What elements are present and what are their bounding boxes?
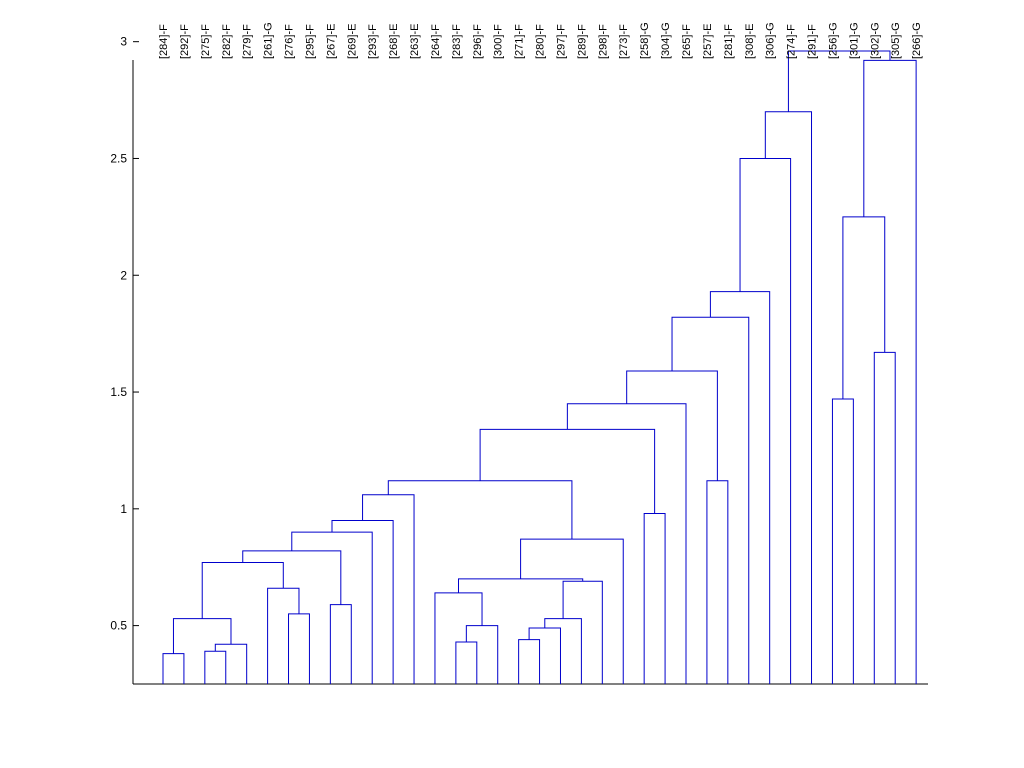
leaf-label: [302]-G — [869, 22, 881, 59]
leaf-label: [301]-G — [848, 22, 860, 59]
axes — [132, 60, 928, 685]
dendrogram-link — [764, 111, 813, 684]
y-tick-label: 2 — [120, 268, 127, 282]
leaf-label: [284]-F — [158, 24, 170, 59]
leaf-label: [275]-F — [200, 24, 212, 59]
y-tick-label: 1 — [120, 502, 127, 516]
y-tick-label: 3 — [120, 35, 127, 49]
leaf-label: [305]-G — [890, 22, 902, 59]
leaf-label: [256]-G — [827, 22, 839, 59]
leaf-label: [269]-E — [346, 24, 358, 59]
dendrogram-link — [562, 580, 603, 684]
dendrogram-link — [291, 531, 373, 684]
leaf-label: [261]-G — [263, 22, 275, 59]
leaf-label: [282]-F — [221, 24, 233, 59]
leaf-label: [283]-F — [451, 24, 463, 59]
leaf-label: [276]-F — [284, 24, 296, 59]
dendrogram-link — [787, 50, 891, 112]
leaf-label: [289]-F — [576, 24, 588, 59]
dendrogram-link — [434, 592, 483, 684]
leaf-label: [268]-E — [388, 24, 400, 59]
leaf-label: [304]-G — [660, 22, 672, 59]
leaf-label: [281]-F — [723, 24, 735, 59]
dendrogram-link — [162, 653, 185, 684]
y-axis-ticks: 0.5 1 1.5 2 2.5 3 — [110, 35, 139, 633]
dendrogram-link — [671, 316, 750, 684]
leaf-label: [266]-G — [911, 22, 923, 59]
leaf-label: [293]-F — [367, 24, 379, 59]
dendrogram-link — [362, 494, 415, 684]
leaf-label: [308]-E — [744, 24, 756, 59]
dendrogram-link — [842, 216, 886, 400]
dendrogram-link — [387, 480, 573, 540]
leaf-label: [264]-F — [430, 24, 442, 59]
dendrogram-link — [831, 398, 854, 684]
dendrogram-link — [863, 59, 917, 684]
leaf-label: [296]-F — [472, 24, 484, 59]
leaf-label: [265]-F — [681, 24, 693, 59]
leaf-label: [295]-F — [304, 24, 316, 59]
dendrogram-link — [172, 618, 232, 654]
dendrogram-link — [528, 627, 561, 684]
dendrogram-link — [214, 643, 248, 684]
leaf-label: [257]-E — [702, 24, 714, 59]
dendrogram-link — [457, 578, 584, 593]
leaf-label: [297]-F — [555, 24, 567, 59]
dendrogram-link — [465, 625, 499, 684]
leaf-label: [300]-F — [493, 24, 505, 59]
dendrogram-link — [706, 480, 729, 684]
dendrogram-link — [329, 604, 352, 684]
dendrogram-links — [162, 50, 917, 684]
dendrogram-link — [455, 641, 478, 684]
dendrogram-link — [518, 639, 541, 684]
leaf-label: [267]-E — [325, 24, 337, 59]
leaf-label: [258]-G — [639, 22, 651, 59]
dendrogram-link — [479, 428, 656, 514]
leaf-label: [274]-F — [786, 24, 798, 59]
leaf-label: [292]-F — [179, 24, 191, 59]
dendrogram-link — [204, 650, 227, 684]
leaf-label: [280]-F — [535, 24, 547, 59]
leaf-label: [263]-E — [409, 24, 421, 59]
dendrogram-link — [873, 351, 896, 684]
dendrogram-link — [520, 538, 624, 684]
leaf-label: [271]-F — [514, 24, 526, 59]
dendrogram-link — [201, 562, 284, 619]
leaf-label: [279]-F — [242, 24, 254, 59]
dendrogram-link — [242, 550, 342, 605]
y-tick-label: 2.5 — [110, 151, 127, 165]
dendrogram-link — [626, 370, 718, 481]
dendrogram-link — [267, 587, 300, 684]
y-tick-label: 1.5 — [110, 385, 127, 399]
leaf-label: [298]-F — [597, 24, 609, 59]
leaf-label: [291]-F — [807, 24, 819, 59]
dendrogram-link — [643, 512, 666, 684]
dendrogram-link — [709, 291, 771, 684]
dendrogram-link — [288, 613, 310, 684]
dendrogram-link — [566, 403, 687, 684]
leaf-label: [273]-F — [618, 24, 630, 59]
dendrogram-link — [739, 157, 792, 684]
y-tick-label: 0.5 — [110, 619, 127, 633]
leaf-label: [306]-G — [765, 22, 777, 59]
leaf-labels: [284]-F [292]-F [275]-F [282]-F [279]-F [261]… — [158, 22, 923, 59]
